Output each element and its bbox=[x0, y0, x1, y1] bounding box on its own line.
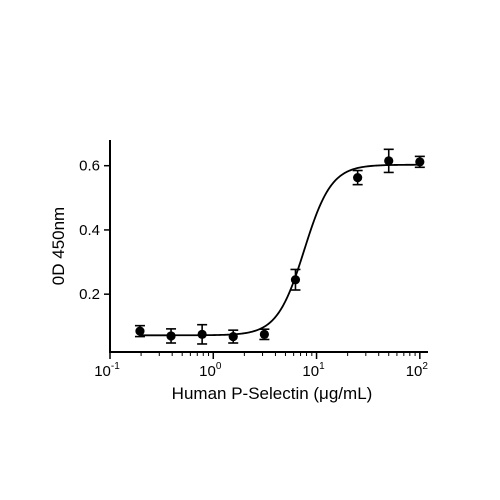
axes bbox=[109, 140, 428, 353]
data-point bbox=[135, 326, 145, 336]
x-tick-exponent: 1 bbox=[319, 361, 325, 372]
data-point bbox=[290, 275, 301, 285]
x-tick-exponent: 0 bbox=[216, 361, 222, 372]
y-axis-label: 0D 450nm bbox=[49, 207, 68, 285]
data-point bbox=[384, 156, 394, 166]
x-ticks: 10-1 100 101 102 bbox=[94, 352, 428, 380]
data-point-group bbox=[228, 329, 239, 344]
data-point-group bbox=[259, 328, 270, 341]
data-point-group bbox=[383, 148, 394, 174]
x-tick-label: 100 bbox=[199, 361, 222, 380]
data-point-group bbox=[290, 268, 301, 291]
x-tick-exponent: 2 bbox=[422, 361, 428, 372]
data-point bbox=[415, 157, 425, 167]
y-ticks: 0.2 0.4 0.6 bbox=[79, 158, 110, 303]
data-point bbox=[197, 329, 207, 339]
data-points bbox=[134, 148, 425, 345]
fit-curve bbox=[139, 163, 420, 337]
x-tick-base: 10 bbox=[94, 363, 111, 380]
y-tick-label: 0.4 bbox=[79, 222, 100, 239]
data-point-group bbox=[134, 324, 145, 338]
y-tick-label: 0.2 bbox=[79, 286, 100, 303]
data-point-group bbox=[414, 155, 425, 169]
x-tick-exponent: -1 bbox=[111, 361, 120, 372]
x-tick-label: 10-1 bbox=[94, 361, 120, 380]
x-tick-base: 10 bbox=[302, 363, 319, 380]
data-point bbox=[228, 331, 238, 342]
x-tick-base: 10 bbox=[199, 363, 216, 380]
y-tick-label: 0.6 bbox=[79, 158, 100, 175]
data-point-group bbox=[352, 169, 363, 186]
data-point bbox=[166, 331, 176, 341]
x-tick-base: 10 bbox=[406, 363, 423, 380]
x-tick-label: 102 bbox=[406, 361, 429, 380]
data-point bbox=[353, 172, 363, 183]
x-tick-label: 101 bbox=[302, 361, 325, 380]
data-point-group bbox=[166, 328, 177, 344]
data-point bbox=[259, 329, 269, 339]
data-point-group bbox=[197, 323, 208, 345]
x-axis-label: Human P-Selectin (μg/mL) bbox=[172, 384, 373, 403]
